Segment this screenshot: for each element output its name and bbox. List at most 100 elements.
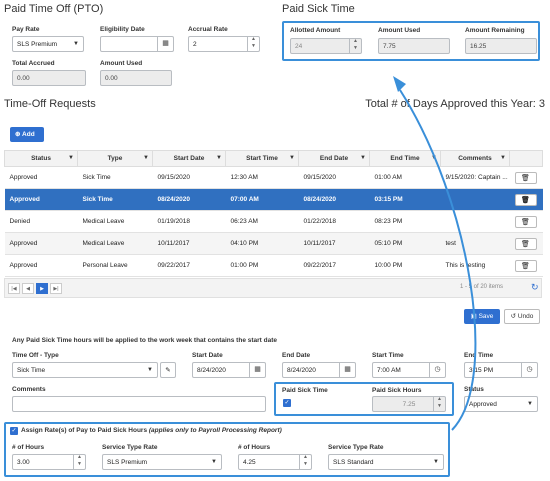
chevron-down-icon: ▼ [73,41,79,47]
calendar-icon[interactable]: ▦ [157,37,173,51]
edit-type-button[interactable]: ✎ [160,362,176,378]
col-header-start-date[interactable]: Start Date ▼ [152,150,226,167]
cell-status: Denied [4,210,78,233]
sick-highlight-box [282,21,540,61]
assign-rates-text: Assign Rate(s) of Pay to Paid Sick Hours… [21,427,282,434]
undo-button[interactable]: ↺ Undo [504,309,540,324]
col-header-status[interactable]: Status ▼ [4,150,78,167]
trash-icon[interactable]: 🗑 [514,237,537,250]
assign-rates-note: (applies only to Payroll Processing Repo… [148,427,282,434]
table-row[interactable]: Denied Medical Leave 01/19/2018 06:23 AM… [4,210,543,233]
col-header-label: Start Time [246,155,278,162]
status-select[interactable]: Approved ▼ [464,396,538,412]
assign-rates-checkbox[interactable]: ✓ [10,427,18,435]
cell-end-date: 01/22/2018 [298,210,370,233]
spinner-arrows-icon[interactable]: ▲ ▼ [73,455,85,469]
allotted-value: 24 [295,43,303,50]
trash-icon[interactable]: 🗑 [514,215,537,228]
sick-used-label: Amount Used [378,27,421,34]
pay-rate-value: SLS Premium [17,41,58,48]
eligibility-label: Eligibility Date [100,26,145,33]
add-button[interactable]: ⊕ Add [10,127,44,142]
service2-select[interactable]: SLS Standard ▼ [328,454,444,470]
service1-select[interactable]: SLS Premium ▼ [102,454,222,470]
trash-icon[interactable]: 🗑 [514,193,537,206]
pay-rate-select[interactable]: SLS Premium ▼ [12,36,84,52]
requests-title: Time-Off Requests [4,98,96,110]
calendar-icon[interactable]: ▦ [249,363,265,377]
hours2-value: 4.25 [243,459,256,466]
filter-icon[interactable]: ▼ [216,155,222,161]
cell-type: Sick Time [77,188,153,211]
paid-sick-highlight-box [274,382,454,416]
spinner-arrows-icon[interactable]: ▲ ▼ [247,37,259,51]
cell-start-date: 09/22/2017 [152,254,226,277]
accrual-rate-stepper[interactable]: 2 ▲ ▼ [188,36,260,52]
start-date-label: Start Date [192,352,223,359]
col-header-end-time[interactable]: End Time ▼ [369,150,441,167]
cell-actions: 🗑 [509,188,543,211]
undo-button-label: Undo [517,313,534,320]
table-row[interactable]: Approved Sick Time 08/24/2020 07:00 AM 0… [4,188,543,211]
accrual-rate-value: 2 [193,41,197,48]
pay-rate-label: Pay Rate [12,26,40,33]
col-header-label: Comments [458,155,492,162]
calendar-icon[interactable]: ▦ [339,363,355,377]
filter-icon[interactable]: ▼ [68,155,74,161]
col-header-start-time[interactable]: Start Time ▼ [225,150,299,167]
cell-start-date: 01/19/2018 [152,210,226,233]
table-row[interactable]: Approved Medical Leave 10/11/2017 04:10 … [4,232,543,255]
filter-icon[interactable]: ▼ [360,155,366,161]
time-off-type-select[interactable]: Sick Time ▼ [12,362,158,378]
eligibility-date-field[interactable]: ▦ [100,36,174,52]
start-time-field[interactable]: 7:00 AM ◷ [372,362,446,378]
col-header-comments[interactable]: Comments ▼ [440,150,510,167]
start-date-field[interactable]: 8/24/2020 ▦ [192,362,266,378]
end-date-field[interactable]: 8/24/2020 ▦ [282,362,356,378]
cell-status: Approved [4,254,78,277]
undo-icon: ↺ [510,313,517,320]
cell-actions: 🗑 [509,210,543,233]
col-header-type[interactable]: Type ▼ [77,150,153,167]
refresh-icon[interactable]: ↻ [531,282,539,292]
trash-icon[interactable]: 🗑 [514,171,537,184]
trash-icon[interactable]: 🗑 [514,259,537,272]
assign-rates-highlight-box [4,422,450,477]
filter-icon[interactable]: ▼ [500,155,506,161]
pencil-icon: ✎ [165,367,171,374]
cell-actions: 🗑 [509,232,543,255]
table-row[interactable]: Approved Sick Time 09/15/2020 12:30 AM 0… [4,166,543,189]
paid-sick-hours-field: 7.25 ▲ ▼ [372,396,446,412]
hours1-stepper[interactable]: 3.00 ▲ ▼ [12,454,86,470]
pager-info: 1 - 5 of 20 items [460,284,504,290]
cell-comments: This is testing [440,254,510,277]
table-row[interactable]: Approved Personal Leave 09/22/2017 01:00… [4,254,543,277]
cell-comments: test [440,232,510,255]
pto-amount-used-field: 0.00 [100,70,172,86]
paid-sick-hours-value: 7.25 [402,401,416,408]
clock-icon[interactable]: ◷ [429,363,445,377]
sick-title: Paid Sick Time [282,3,355,15]
spinner-arrows-icon[interactable]: ▲ ▼ [299,455,311,469]
paid-sick-checkbox[interactable]: ✓ [283,399,291,407]
time-off-type-value: Sick Time [17,367,46,374]
end-time-field[interactable]: 3:15 PM ◷ [464,362,538,378]
last-page-icon[interactable]: ▶| [50,283,62,294]
prev-page-icon[interactable]: ◀ [22,283,34,294]
col-header-end-date[interactable]: End Date ▼ [298,150,370,167]
first-page-icon[interactable]: |◀ [8,283,20,294]
filter-icon[interactable]: ▼ [289,155,295,161]
allotted-label: Allotted Amount [290,27,341,34]
next-page-icon[interactable]: ▶ [36,283,48,294]
hours2-stepper[interactable]: 4.25 ▲ ▼ [238,454,312,470]
chevron-down-icon: ▼ [433,459,439,465]
end-time-value: 3:15 PM [469,367,494,374]
paid-sick-hours-label: Paid Sick Hours [372,387,422,394]
comments-input[interactable] [12,396,266,412]
hours1-label: # of Hours [12,444,45,451]
cell-end-date: 08/24/2020 [298,188,370,211]
time-off-type-label: Time Off - Type [12,352,59,359]
filter-icon[interactable]: ▼ [143,155,149,161]
clock-icon[interactable]: ◷ [521,363,537,377]
pto-amount-used-label: Amount Used [100,60,143,67]
